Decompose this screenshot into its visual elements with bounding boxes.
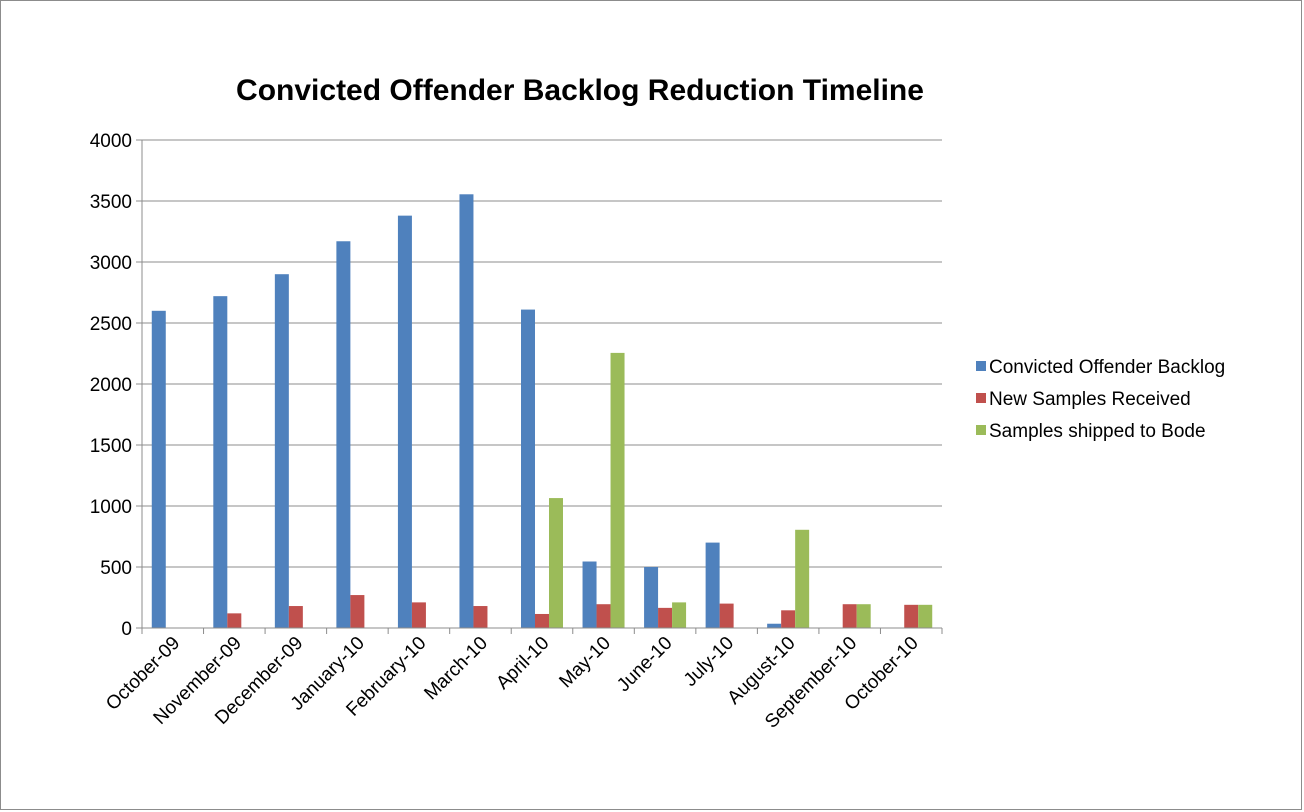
legend-swatch: [976, 393, 986, 403]
legend-label: Samples shipped to Bode: [989, 421, 1206, 442]
bar: [781, 610, 796, 628]
chart-title: Convicted Offender Backlog Reduction Tim…: [236, 74, 924, 107]
legend-label: Convicted Offender Backlog: [989, 357, 1225, 378]
gridlines: [142, 139, 942, 568]
legend: Convicted Offender Backlog New Samples Re…: [976, 357, 1225, 442]
bar: [350, 595, 365, 628]
bar: [904, 604, 919, 628]
bar: [459, 194, 474, 629]
x-tick-label: April-10: [492, 633, 553, 694]
y-tick-label: 1500: [90, 436, 132, 457]
legend-label: New Samples Received: [989, 389, 1191, 410]
legend-swatch: [976, 361, 986, 371]
y-tick-label: 500: [100, 558, 132, 579]
bar: [856, 604, 871, 628]
bar: [213, 296, 228, 628]
legend-swatch: [976, 425, 986, 435]
bar: [336, 241, 351, 628]
axes: [136, 139, 943, 634]
x-tick-label: July-10: [680, 633, 738, 691]
bar: [582, 561, 597, 628]
bar: [521, 309, 535, 628]
y-tick-label: 0: [121, 619, 132, 640]
y-tick-label: 3500: [90, 192, 132, 213]
bar: [473, 606, 488, 628]
bar: [767, 623, 782, 628]
bar: [610, 352, 625, 628]
x-tick-label: June-10: [613, 633, 676, 696]
y-tick-label: 3000: [90, 253, 132, 274]
bar: [842, 604, 857, 628]
bar: [596, 604, 611, 628]
x-tick-label: May-10: [555, 633, 615, 693]
y-tick-label: 2500: [90, 314, 132, 335]
bar: [644, 567, 659, 628]
bars: [151, 194, 933, 629]
bar: [227, 613, 242, 628]
bar: [549, 498, 563, 628]
y-tick-label: 4000: [90, 131, 132, 152]
bar: [719, 603, 734, 628]
bar: [411, 602, 426, 628]
bar: [274, 274, 289, 628]
bar: [705, 542, 720, 628]
bar: [672, 602, 687, 628]
bar: [918, 604, 933, 628]
bar: [397, 215, 412, 628]
x-tick-label: March-10: [420, 633, 492, 705]
bar: [795, 529, 810, 628]
bar: [151, 310, 166, 628]
y-tick-label: 1000: [90, 497, 132, 518]
bar: [535, 613, 549, 628]
bar: [288, 606, 303, 628]
bar: [658, 607, 673, 628]
y-tick-label: 2000: [90, 375, 132, 396]
